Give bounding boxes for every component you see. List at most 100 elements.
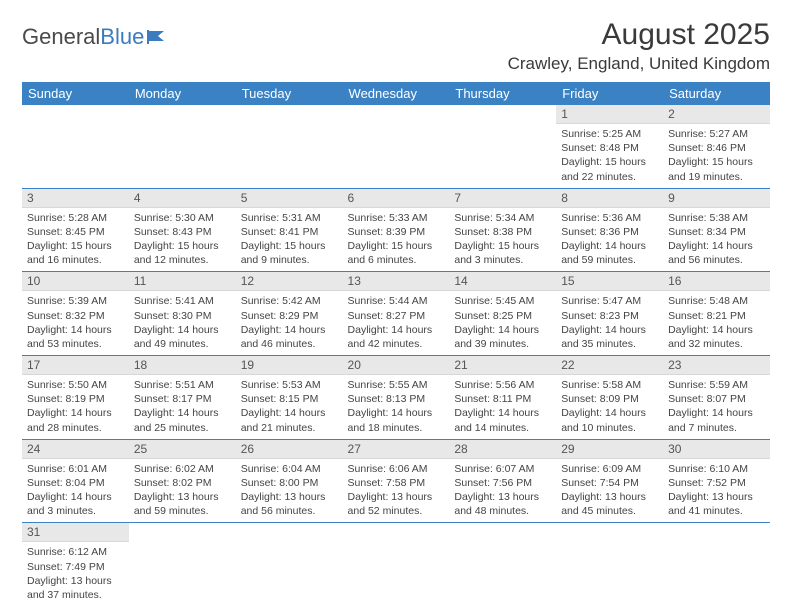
day-number: 6: [343, 189, 450, 208]
header: GeneralBlue August 2025 Crawley, England…: [22, 18, 770, 74]
day-content: Sunrise: 6:06 AMSunset: 7:58 PMDaylight:…: [343, 459, 450, 523]
calendar-empty-cell: [22, 105, 129, 188]
calendar-day-cell: 24Sunrise: 6:01 AMSunset: 8:04 PMDayligh…: [22, 439, 129, 523]
calendar-table: SundayMondayTuesdayWednesdayThursdayFrid…: [22, 82, 770, 606]
calendar-empty-cell: [556, 523, 663, 606]
calendar-empty-cell: [343, 523, 450, 606]
calendar-day-cell: 3Sunrise: 5:28 AMSunset: 8:45 PMDaylight…: [22, 188, 129, 272]
calendar-day-cell: 6Sunrise: 5:33 AMSunset: 8:39 PMDaylight…: [343, 188, 450, 272]
day-header: Thursday: [449, 82, 556, 105]
calendar-day-cell: 13Sunrise: 5:44 AMSunset: 8:27 PMDayligh…: [343, 272, 450, 356]
calendar-day-cell: 12Sunrise: 5:42 AMSunset: 8:29 PMDayligh…: [236, 272, 343, 356]
day-content: Sunrise: 5:39 AMSunset: 8:32 PMDaylight:…: [22, 291, 129, 355]
logo-text-blue: Blue: [100, 24, 144, 50]
day-content: Sunrise: 5:44 AMSunset: 8:27 PMDaylight:…: [343, 291, 450, 355]
calendar-empty-cell: [449, 523, 556, 606]
day-number: 3: [22, 189, 129, 208]
calendar-day-cell: 21Sunrise: 5:56 AMSunset: 8:11 PMDayligh…: [449, 356, 556, 440]
day-content: Sunrise: 5:50 AMSunset: 8:19 PMDaylight:…: [22, 375, 129, 439]
day-content: Sunrise: 5:45 AMSunset: 8:25 PMDaylight:…: [449, 291, 556, 355]
day-number: 28: [449, 440, 556, 459]
calendar-day-cell: 10Sunrise: 5:39 AMSunset: 8:32 PMDayligh…: [22, 272, 129, 356]
calendar-day-cell: 22Sunrise: 5:58 AMSunset: 8:09 PMDayligh…: [556, 356, 663, 440]
day-content: Sunrise: 6:01 AMSunset: 8:04 PMDaylight:…: [22, 459, 129, 523]
calendar-day-cell: 7Sunrise: 5:34 AMSunset: 8:38 PMDaylight…: [449, 188, 556, 272]
day-content: Sunrise: 5:30 AMSunset: 8:43 PMDaylight:…: [129, 208, 236, 272]
calendar-week-row: 31Sunrise: 6:12 AMSunset: 7:49 PMDayligh…: [22, 523, 770, 606]
calendar-week-row: 17Sunrise: 5:50 AMSunset: 8:19 PMDayligh…: [22, 356, 770, 440]
day-content: Sunrise: 5:59 AMSunset: 8:07 PMDaylight:…: [663, 375, 770, 439]
day-number: 15: [556, 272, 663, 291]
day-content: Sunrise: 5:58 AMSunset: 8:09 PMDaylight:…: [556, 375, 663, 439]
day-number: 29: [556, 440, 663, 459]
calendar-day-cell: 8Sunrise: 5:36 AMSunset: 8:36 PMDaylight…: [556, 188, 663, 272]
day-content: Sunrise: 5:28 AMSunset: 8:45 PMDaylight:…: [22, 208, 129, 272]
calendar-day-cell: 2Sunrise: 5:27 AMSunset: 8:46 PMDaylight…: [663, 105, 770, 188]
calendar-day-cell: 28Sunrise: 6:07 AMSunset: 7:56 PMDayligh…: [449, 439, 556, 523]
day-number: 18: [129, 356, 236, 375]
day-number: 9: [663, 189, 770, 208]
calendar-header-row: SundayMondayTuesdayWednesdayThursdayFrid…: [22, 82, 770, 105]
day-number: 10: [22, 272, 129, 291]
day-header: Monday: [129, 82, 236, 105]
day-header: Saturday: [663, 82, 770, 105]
calendar-empty-cell: [129, 105, 236, 188]
day-number: 26: [236, 440, 343, 459]
day-content: Sunrise: 5:31 AMSunset: 8:41 PMDaylight:…: [236, 208, 343, 272]
calendar-day-cell: 11Sunrise: 5:41 AMSunset: 8:30 PMDayligh…: [129, 272, 236, 356]
calendar-day-cell: 1Sunrise: 5:25 AMSunset: 8:48 PMDaylight…: [556, 105, 663, 188]
day-content: Sunrise: 6:07 AMSunset: 7:56 PMDaylight:…: [449, 459, 556, 523]
day-content: Sunrise: 5:56 AMSunset: 8:11 PMDaylight:…: [449, 375, 556, 439]
calendar-week-row: 1Sunrise: 5:25 AMSunset: 8:48 PMDaylight…: [22, 105, 770, 188]
day-header: Sunday: [22, 82, 129, 105]
day-number: 7: [449, 189, 556, 208]
day-number: 27: [343, 440, 450, 459]
calendar-day-cell: 17Sunrise: 5:50 AMSunset: 8:19 PMDayligh…: [22, 356, 129, 440]
day-number: 21: [449, 356, 556, 375]
day-content: Sunrise: 5:47 AMSunset: 8:23 PMDaylight:…: [556, 291, 663, 355]
day-number: 11: [129, 272, 236, 291]
day-number: 14: [449, 272, 556, 291]
calendar-day-cell: 14Sunrise: 5:45 AMSunset: 8:25 PMDayligh…: [449, 272, 556, 356]
calendar-day-cell: 5Sunrise: 5:31 AMSunset: 8:41 PMDaylight…: [236, 188, 343, 272]
calendar-empty-cell: [663, 523, 770, 606]
day-content: Sunrise: 6:02 AMSunset: 8:02 PMDaylight:…: [129, 459, 236, 523]
day-content: Sunrise: 5:36 AMSunset: 8:36 PMDaylight:…: [556, 208, 663, 272]
day-number: 20: [343, 356, 450, 375]
day-number: 16: [663, 272, 770, 291]
day-content: Sunrise: 5:25 AMSunset: 8:48 PMDaylight:…: [556, 124, 663, 188]
calendar-empty-cell: [449, 105, 556, 188]
logo-text-general: General: [22, 24, 100, 50]
location: Crawley, England, United Kingdom: [508, 54, 770, 74]
day-number: 1: [556, 105, 663, 124]
calendar-week-row: 3Sunrise: 5:28 AMSunset: 8:45 PMDaylight…: [22, 188, 770, 272]
day-number: 31: [22, 523, 129, 542]
calendar-empty-cell: [343, 105, 450, 188]
calendar-day-cell: 20Sunrise: 5:55 AMSunset: 8:13 PMDayligh…: [343, 356, 450, 440]
calendar-day-cell: 30Sunrise: 6:10 AMSunset: 7:52 PMDayligh…: [663, 439, 770, 523]
calendar-day-cell: 23Sunrise: 5:59 AMSunset: 8:07 PMDayligh…: [663, 356, 770, 440]
day-number: 25: [129, 440, 236, 459]
calendar-empty-cell: [236, 105, 343, 188]
calendar-day-cell: 15Sunrise: 5:47 AMSunset: 8:23 PMDayligh…: [556, 272, 663, 356]
day-number: 24: [22, 440, 129, 459]
day-number: 19: [236, 356, 343, 375]
day-number: 8: [556, 189, 663, 208]
day-number: 2: [663, 105, 770, 124]
calendar-day-cell: 18Sunrise: 5:51 AMSunset: 8:17 PMDayligh…: [129, 356, 236, 440]
day-content: Sunrise: 5:51 AMSunset: 8:17 PMDaylight:…: [129, 375, 236, 439]
calendar-day-cell: 31Sunrise: 6:12 AMSunset: 7:49 PMDayligh…: [22, 523, 129, 606]
logo-flag-icon: [146, 28, 168, 46]
calendar-day-cell: 29Sunrise: 6:09 AMSunset: 7:54 PMDayligh…: [556, 439, 663, 523]
day-content: Sunrise: 5:41 AMSunset: 8:30 PMDaylight:…: [129, 291, 236, 355]
day-content: Sunrise: 5:48 AMSunset: 8:21 PMDaylight:…: [663, 291, 770, 355]
day-header: Tuesday: [236, 82, 343, 105]
calendar-empty-cell: [129, 523, 236, 606]
day-content: Sunrise: 5:33 AMSunset: 8:39 PMDaylight:…: [343, 208, 450, 272]
day-content: Sunrise: 6:12 AMSunset: 7:49 PMDaylight:…: [22, 542, 129, 606]
day-number: 23: [663, 356, 770, 375]
day-content: Sunrise: 5:55 AMSunset: 8:13 PMDaylight:…: [343, 375, 450, 439]
calendar-body: 1Sunrise: 5:25 AMSunset: 8:48 PMDaylight…: [22, 105, 770, 606]
calendar-day-cell: 19Sunrise: 5:53 AMSunset: 8:15 PMDayligh…: [236, 356, 343, 440]
day-content: Sunrise: 5:38 AMSunset: 8:34 PMDaylight:…: [663, 208, 770, 272]
